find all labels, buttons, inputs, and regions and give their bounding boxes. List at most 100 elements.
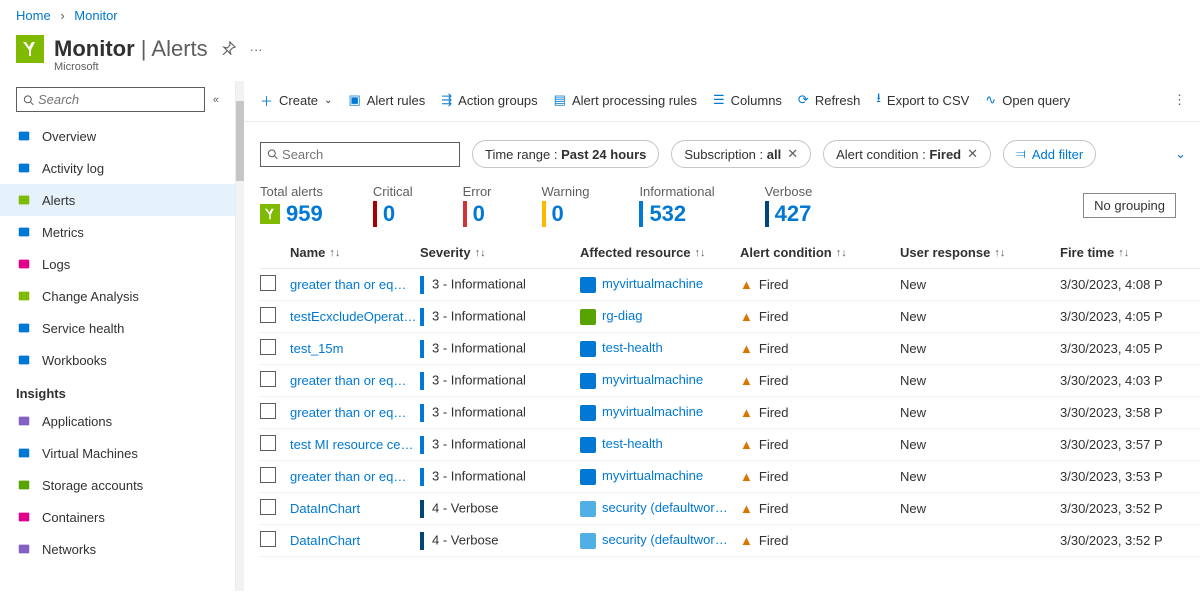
resource-link[interactable]: myvirtualmachine: [602, 404, 703, 419]
alert-name-link[interactable]: greater than or eq…: [290, 405, 406, 420]
resource-link[interactable]: test-health: [602, 436, 663, 451]
row-checkbox[interactable]: [260, 531, 276, 547]
sidebar-item-change-analysis[interactable]: Change Analysis: [0, 280, 235, 312]
table-row[interactable]: testEcxcludeOperat… 3 - Informational rg…: [260, 301, 1200, 333]
open-query-button[interactable]: ∿Open query: [985, 92, 1070, 108]
col-firetime[interactable]: Fire time↑↓: [1060, 245, 1200, 260]
summary-total-alerts[interactable]: Total alerts959: [260, 184, 323, 227]
severity-text: 4 - Verbose: [432, 532, 499, 547]
table-row[interactable]: test_15m 3 - Informational test-health ▲…: [260, 333, 1200, 365]
row-checkbox[interactable]: [260, 499, 276, 515]
row-checkbox[interactable]: [260, 467, 276, 483]
export-button[interactable]: ⭳Export to CSV: [876, 89, 969, 111]
sidebar-item-activity-log[interactable]: Activity log: [0, 152, 235, 184]
sidebar-item-metrics[interactable]: Metrics: [0, 216, 235, 248]
collapse-sidebar-icon[interactable]: «: [213, 94, 219, 106]
response-text: New: [900, 469, 926, 484]
vm-icon: [16, 445, 32, 461]
col-name[interactable]: Name↑↓: [290, 245, 420, 260]
table-row[interactable]: greater than or eq… 3 - Informational my…: [260, 269, 1200, 301]
row-checkbox[interactable]: [260, 371, 276, 387]
summary-informational[interactable]: Informational532: [639, 184, 714, 227]
sidebar-item-service-health[interactable]: Service health: [0, 312, 235, 344]
alert-name-link[interactable]: DataInChart: [290, 533, 360, 548]
alert-name-link[interactable]: greater than or eq…: [290, 277, 406, 292]
sidebar-search[interactable]: [16, 87, 205, 112]
search-input[interactable]: [38, 92, 198, 107]
summary-warning[interactable]: Warning0: [542, 184, 590, 227]
col-resource[interactable]: Affected resource↑↓: [580, 245, 740, 260]
row-checkbox[interactable]: [260, 403, 276, 419]
breadcrumb-current[interactable]: Monitor: [74, 8, 117, 23]
scrollbar[interactable]: [236, 81, 244, 591]
filter-bar: Time range : Past 24 hours Subscription :…: [236, 122, 1200, 178]
resource-link[interactable]: myvirtualmachine: [602, 468, 703, 483]
apr-button[interactable]: ▤Alert processing rules: [554, 92, 697, 108]
summary-critical[interactable]: Critical0: [373, 184, 413, 227]
resource-link[interactable]: myvirtualmachine: [602, 276, 703, 291]
table-row[interactable]: DataInChart 4 - Verbose security (defaul…: [260, 525, 1200, 557]
refresh-button[interactable]: ⟳Refresh: [798, 92, 860, 108]
nav-label: Virtual Machines: [42, 446, 138, 461]
sidebar-item-containers[interactable]: Containers: [0, 501, 235, 533]
net-icon: [16, 541, 32, 557]
more-icon[interactable]: ···: [250, 42, 263, 57]
filter-pill[interactable]: Subscription : all✕: [671, 140, 811, 168]
filter-search[interactable]: [260, 142, 460, 167]
row-checkbox[interactable]: [260, 435, 276, 451]
resource-link[interactable]: security (defaultwor…: [602, 500, 728, 515]
alert-rules-button[interactable]: ▣Alert rules: [348, 92, 425, 108]
resource-link[interactable]: security (defaultwor…: [602, 532, 728, 547]
table-row[interactable]: DataInChart 4 - Verbose security (defaul…: [260, 493, 1200, 525]
columns-button[interactable]: ☰Columns: [713, 92, 782, 108]
toolbar-overflow-icon[interactable]: ⋮: [1173, 92, 1186, 108]
chevron-down-icon: ⌄: [324, 95, 332, 106]
col-response[interactable]: User response↑↓: [900, 245, 1060, 260]
alert-name-link[interactable]: test MI resource ce…: [290, 437, 414, 452]
sidebar-item-workbooks[interactable]: Workbooks: [0, 344, 235, 376]
sort-icon: ↑↓: [1118, 247, 1129, 259]
row-checkbox[interactable]: [260, 339, 276, 355]
sidebar-item-alerts[interactable]: Alerts: [0, 184, 235, 216]
action-groups-button[interactable]: ⇶Action groups: [441, 92, 537, 108]
filter-pill[interactable]: Time range : Past 24 hours: [472, 140, 659, 168]
sidebar-item-networks[interactable]: Networks: [0, 533, 235, 565]
sidebar-item-virtual-machines[interactable]: Virtual Machines: [0, 437, 235, 469]
sidebar-item-storage-accounts[interactable]: Storage accounts: [0, 469, 235, 501]
grouping-select[interactable]: No grouping: [1083, 193, 1176, 218]
row-checkbox[interactable]: [260, 307, 276, 323]
table-row[interactable]: greater than or eq… 3 - Informational my…: [260, 365, 1200, 397]
sidebar-item-overview[interactable]: Overview: [0, 120, 235, 152]
breadcrumb-home[interactable]: Home: [16, 8, 51, 23]
resource-link[interactable]: myvirtualmachine: [602, 372, 703, 387]
alert-name-link[interactable]: greater than or eq…: [290, 469, 406, 484]
row-checkbox[interactable]: [260, 275, 276, 291]
close-icon[interactable]: ✕: [787, 146, 798, 162]
sidebar-item-applications[interactable]: Applications: [0, 405, 235, 437]
summary-verbose[interactable]: Verbose427: [765, 184, 813, 227]
col-severity[interactable]: Severity↑↓: [420, 245, 580, 260]
table-row[interactable]: greater than or eq… 3 - Informational my…: [260, 397, 1200, 429]
filter-search-input[interactable]: [282, 147, 453, 162]
col-condition[interactable]: Alert condition↑↓: [740, 245, 900, 260]
summary-error[interactable]: Error0: [463, 184, 492, 227]
alert-name-link[interactable]: greater than or eq…: [290, 373, 406, 388]
resource-link[interactable]: test-health: [602, 340, 663, 355]
alert-name-link[interactable]: testEcxcludeOperat…: [290, 309, 416, 324]
response-text: New: [900, 277, 926, 292]
add-filter-button[interactable]: ⫤Add filter: [1003, 140, 1096, 168]
severity-bar: [420, 276, 424, 294]
alert-name-link[interactable]: test_15m: [290, 341, 343, 356]
resource-link[interactable]: rg-diag: [602, 308, 642, 323]
subtitle: Microsoft: [0, 61, 1200, 73]
firetime-text: 3/30/2023, 3:52 P: [1060, 533, 1163, 548]
alert-name-link[interactable]: DataInChart: [290, 501, 360, 516]
close-icon[interactable]: ✕: [967, 146, 978, 162]
pin-icon[interactable]: [222, 41, 236, 58]
table-row[interactable]: test MI resource ce… 3 - Informational t…: [260, 429, 1200, 461]
chevron-down-icon[interactable]: ⌄: [1175, 146, 1186, 162]
sidebar-item-logs[interactable]: Logs: [0, 248, 235, 280]
filter-pill[interactable]: Alert condition : Fired✕: [823, 140, 991, 168]
table-row[interactable]: greater than or eq… 3 - Informational my…: [260, 461, 1200, 493]
create-button[interactable]: ＋Create ⌄: [260, 91, 332, 110]
